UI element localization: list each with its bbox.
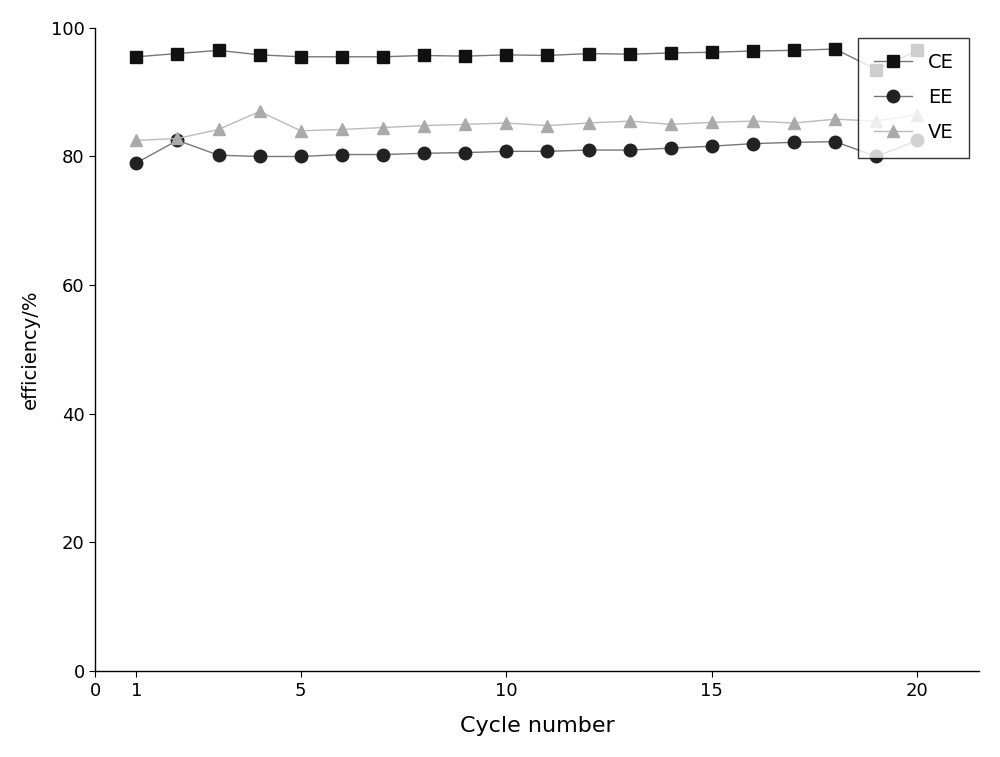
EE	[500, 147, 512, 156]
VE	[459, 120, 471, 129]
CE	[870, 65, 882, 74]
CE	[171, 49, 183, 58]
EE	[418, 148, 430, 157]
VE	[747, 117, 759, 126]
VE	[541, 121, 553, 130]
Y-axis label: efficiency/%: efficiency/%	[21, 290, 40, 410]
CE	[130, 52, 142, 61]
Line: EE: EE	[130, 134, 924, 169]
VE	[665, 120, 677, 129]
EE	[870, 152, 882, 161]
VE	[788, 119, 800, 128]
Legend: CE, EE, VE: CE, EE, VE	[858, 38, 969, 158]
EE	[624, 145, 636, 154]
CE	[829, 45, 841, 54]
EE	[706, 142, 718, 151]
CE	[706, 48, 718, 57]
VE	[171, 134, 183, 143]
EE	[295, 152, 307, 161]
CE	[500, 50, 512, 59]
CE	[459, 51, 471, 61]
VE	[295, 126, 307, 136]
VE	[829, 114, 841, 123]
CE	[336, 52, 348, 61]
CE	[295, 52, 307, 61]
CE	[665, 48, 677, 58]
VE	[624, 117, 636, 126]
X-axis label: Cycle number: Cycle number	[460, 716, 615, 736]
VE	[583, 119, 595, 128]
CE	[583, 49, 595, 58]
EE	[788, 138, 800, 147]
VE	[336, 125, 348, 134]
CE	[911, 46, 923, 55]
CE	[541, 51, 553, 60]
EE	[583, 145, 595, 154]
EE	[541, 147, 553, 156]
CE	[213, 46, 225, 55]
EE	[336, 150, 348, 159]
CE	[418, 51, 430, 60]
EE	[254, 152, 266, 161]
EE	[171, 136, 183, 145]
VE	[911, 110, 923, 119]
VE	[213, 125, 225, 134]
VE	[377, 123, 389, 132]
CE	[747, 46, 759, 55]
VE	[254, 107, 266, 116]
EE	[665, 144, 677, 153]
CE	[788, 46, 800, 55]
EE	[829, 137, 841, 146]
Line: VE: VE	[130, 105, 924, 147]
EE	[130, 158, 142, 167]
VE	[870, 117, 882, 126]
CE	[254, 50, 266, 59]
Line: CE: CE	[131, 43, 923, 75]
EE	[213, 151, 225, 160]
VE	[130, 136, 142, 145]
EE	[459, 148, 471, 157]
VE	[418, 121, 430, 130]
VE	[500, 119, 512, 128]
CE	[624, 50, 636, 59]
EE	[747, 139, 759, 148]
CE	[377, 52, 389, 61]
VE	[706, 118, 718, 127]
EE	[911, 136, 923, 145]
EE	[377, 150, 389, 159]
